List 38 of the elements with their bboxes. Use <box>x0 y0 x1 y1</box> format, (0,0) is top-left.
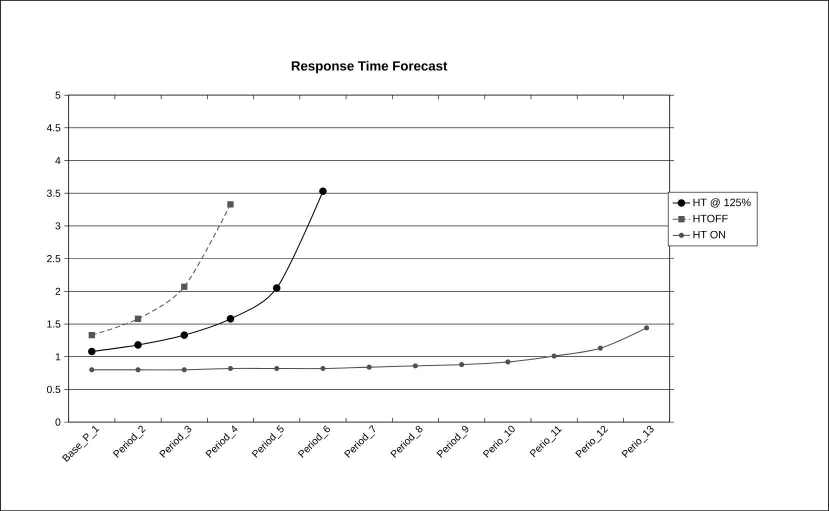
point <box>227 201 234 208</box>
point <box>89 367 94 372</box>
point <box>88 332 95 338</box>
y-tick-label: 5 <box>56 92 60 99</box>
point <box>226 314 234 322</box>
y-tick-label: 2 <box>56 288 60 295</box>
y-tick-label: 0 <box>55 418 60 426</box>
point <box>552 353 557 359</box>
point <box>274 366 280 371</box>
point <box>319 187 327 195</box>
point <box>644 325 650 330</box>
point <box>88 348 96 356</box>
y-tick-label: 3.5 <box>46 190 60 197</box>
point <box>366 364 372 370</box>
y-tick-label: 2.5 <box>47 254 60 262</box>
y-tick-label: 4.5 <box>46 124 60 132</box>
point <box>180 331 188 339</box>
y-tick-label: 1.5 <box>47 320 60 328</box>
legend-label: HT @ 125% <box>694 198 751 208</box>
point <box>181 284 188 290</box>
point <box>134 316 142 322</box>
point <box>272 284 280 292</box>
point <box>505 359 510 364</box>
point <box>459 362 464 368</box>
y-tick-label: 3 <box>55 222 60 230</box>
point <box>598 346 603 351</box>
point <box>134 341 142 349</box>
point <box>412 363 418 368</box>
legend-label: HTOFF <box>694 214 728 222</box>
point <box>320 366 326 371</box>
y-tick-label: 1 <box>56 353 60 360</box>
y-tick-label: 0.5 <box>46 386 60 393</box>
y-tick-label: 4 <box>55 156 60 164</box>
point <box>135 367 141 372</box>
chart-title: Response Time Forecast <box>292 60 448 74</box>
point <box>228 366 234 371</box>
legend-label: HT ON <box>694 230 726 238</box>
point <box>182 367 187 372</box>
